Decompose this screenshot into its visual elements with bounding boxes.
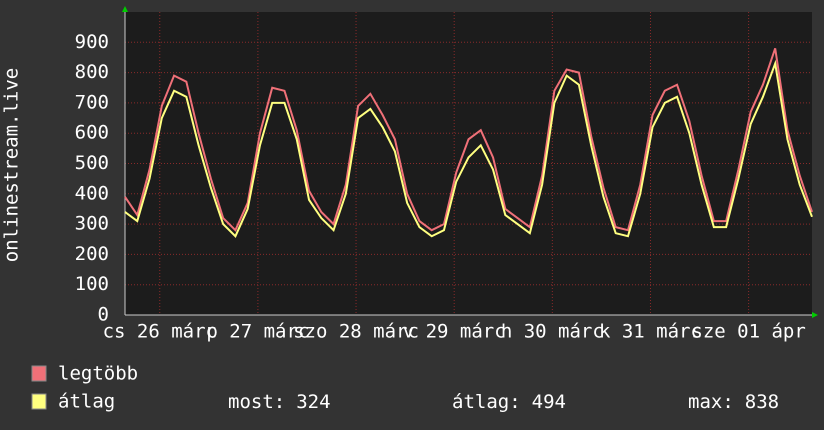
- x-tick-label: cs 26 márc: [103, 321, 217, 343]
- stat-value: 324: [296, 391, 330, 413]
- stat-value: 838: [745, 391, 779, 413]
- series-line: [124, 59, 813, 238]
- y-tick-label: 700: [75, 91, 109, 113]
- y-tick-label: 300: [75, 213, 109, 235]
- x-tick-label: szo 28 márc: [293, 321, 419, 343]
- x-tick-label: v 29 márc: [403, 321, 506, 343]
- plot-area: [125, 12, 812, 315]
- legend-label: átlag: [58, 391, 115, 413]
- stat-label: most:: [228, 391, 285, 413]
- y-tick-label: 800: [75, 61, 109, 83]
- y-tick-label: 600: [75, 122, 109, 144]
- stat-value: 494: [532, 391, 566, 413]
- y-axis-label: onlinestream.live: [1, 68, 23, 262]
- stat-label: max:: [688, 391, 734, 413]
- y-tick-label: 400: [75, 182, 109, 204]
- y-tick-label: 200: [75, 243, 109, 265]
- axis-arrow: [122, 6, 128, 12]
- y-tick-label: 500: [75, 152, 109, 174]
- stat: most: 324: [228, 391, 331, 413]
- stat: max: 838: [688, 391, 779, 413]
- stat-label: átlag:: [452, 391, 521, 413]
- legend-swatch: [31, 393, 47, 410]
- y-tick-label: 100: [75, 273, 109, 295]
- legend-label: legtöbb: [58, 363, 138, 385]
- stat: átlag: 494: [452, 391, 566, 413]
- x-tick-label: p 27 márc: [206, 321, 309, 343]
- y-tick-label: 900: [75, 31, 109, 53]
- y-tick-label: 0: [98, 304, 109, 326]
- x-tick-label: k 31 márc: [599, 321, 702, 343]
- series-line: [124, 48, 813, 232]
- legend-swatch: [31, 365, 47, 382]
- axis-arrow: [812, 312, 818, 318]
- x-tick-label: h 30 márc: [501, 321, 604, 343]
- x-tick-label: sze 01 ápr: [691, 321, 805, 343]
